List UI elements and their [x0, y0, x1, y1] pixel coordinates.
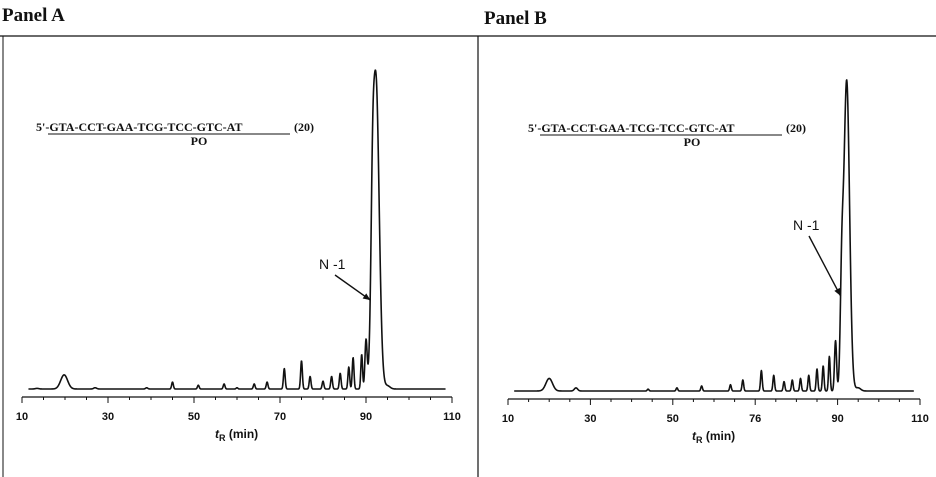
x-tick-label: 76 [749, 413, 761, 425]
panel-a-title: Panel A [2, 5, 65, 26]
x-tick-label: 70 [274, 411, 286, 423]
chromatogram-trace [27, 69, 447, 390]
panel-a-chart: 10 30 50 70 90 110 tR (min) 5'-GTA-CCT-GAA-TCG-… [16, 69, 461, 443]
annotation-arrow-head [362, 293, 371, 301]
backbone-label: PO [191, 134, 208, 148]
x-tick-label: 30 [584, 413, 596, 425]
sequence-length-label: (20) [786, 121, 806, 135]
sequence-length-label: (20) [294, 120, 314, 134]
panel-b-chart: 10 30 50 76 90 110 tR (min) 5'-GTA-CCT-GAA-TCG-… [502, 79, 929, 445]
x-tick-label: 10 [16, 411, 28, 423]
annotation-arrow-shaft [808, 235, 842, 297]
x-tick-label: 90 [360, 411, 372, 423]
x-tick-label: 50 [667, 413, 679, 425]
x-tick-label: 90 [831, 413, 843, 425]
sequence-label: 5'-GTA-CCT-GAA-TCG-TCC-GTC-AT [36, 120, 242, 134]
x-axis-label: tR (min) [692, 429, 735, 445]
x-tick-label: 30 [102, 411, 114, 423]
sequence-label: 5'-GTA-CCT-GAA-TCG-TCC-GTC-AT [528, 121, 734, 135]
chromatogram-trace [513, 79, 915, 392]
x-axis-label: tR (min) [215, 427, 258, 443]
n-minus-1-annotation: N -1 [793, 217, 820, 233]
x-tick-label: 10 [502, 413, 514, 425]
n-minus-1-annotation: N -1 [319, 256, 346, 272]
panel-b-title: Panel B [484, 8, 547, 29]
x-tick-label: 50 [188, 411, 200, 423]
annotation-arrow-head [834, 287, 841, 296]
x-tick-label: 110 [911, 413, 929, 425]
backbone-label: PO [684, 135, 701, 149]
x-tick-label: 110 [443, 411, 461, 423]
